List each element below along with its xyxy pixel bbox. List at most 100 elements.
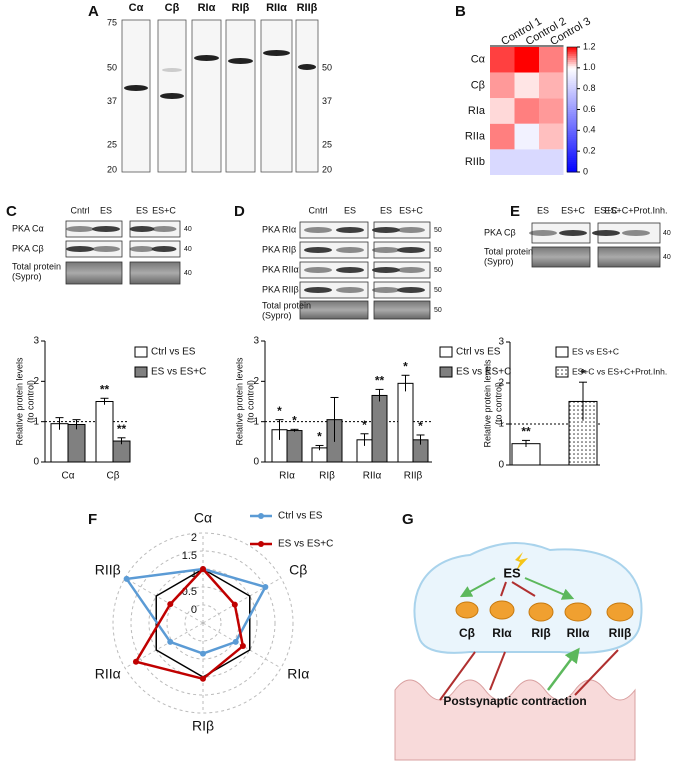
y-tick-label: 2 bbox=[498, 378, 504, 389]
lane-label: ES bbox=[100, 205, 112, 215]
row-label: PKA RIIα bbox=[262, 264, 299, 274]
y-tick-label: 0 bbox=[33, 457, 39, 468]
axis-label: Cα bbox=[194, 510, 212, 526]
spoke bbox=[124, 577, 204, 624]
heat-cell bbox=[539, 72, 564, 99]
blot-lane bbox=[191, 19, 222, 173]
row-label: PKA Cα bbox=[12, 223, 44, 233]
marker-label: 50 bbox=[434, 267, 442, 274]
marker-label: 50 bbox=[434, 307, 442, 314]
colorbar-step bbox=[567, 82, 577, 85]
colorbar-step bbox=[567, 157, 577, 160]
colorbar-step bbox=[567, 97, 577, 100]
lane-label: RIIβ bbox=[297, 2, 318, 14]
arrow bbox=[459, 577, 496, 598]
colorbar-step bbox=[567, 117, 577, 121]
marker-label: 20 bbox=[107, 164, 117, 174]
x-tick-label: RIIα bbox=[363, 471, 382, 482]
colorbar-step bbox=[567, 149, 577, 152]
significance: ** bbox=[375, 374, 385, 388]
x-tick-label: RIβ bbox=[319, 471, 335, 482]
blot-lane bbox=[225, 19, 256, 173]
radar-point bbox=[200, 650, 206, 657]
blot-row bbox=[299, 221, 369, 239]
blot-band bbox=[66, 226, 94, 232]
lane-label: ES bbox=[136, 205, 148, 215]
colorbar-step bbox=[567, 63, 577, 67]
x-tick-label: RIIβ bbox=[404, 471, 423, 482]
protein-label: RIIα bbox=[567, 626, 590, 640]
r-tick-label: 0 bbox=[191, 604, 197, 616]
colorbar-step bbox=[567, 86, 577, 90]
blot-band bbox=[397, 287, 425, 293]
stimulus: ES bbox=[503, 565, 521, 580]
colorbar-step bbox=[567, 57, 577, 60]
blot-band bbox=[559, 230, 587, 236]
heat-cell bbox=[514, 98, 539, 124]
significance: ** bbox=[117, 422, 127, 436]
legend-label: ES vs ES+C bbox=[278, 539, 333, 550]
colorbar-step bbox=[567, 138, 577, 142]
blot-band bbox=[372, 227, 400, 233]
y-tick-label: 1 bbox=[498, 419, 504, 430]
axis-label: RIIα bbox=[95, 666, 121, 682]
blot-row bbox=[299, 281, 369, 299]
marker-label: 40 bbox=[184, 226, 192, 233]
significance: ** bbox=[100, 382, 110, 396]
blot-band bbox=[304, 227, 332, 233]
legend-swatch bbox=[555, 346, 569, 358]
heat-cell bbox=[490, 72, 515, 99]
membrane-label: Postsynaptic contraction bbox=[443, 694, 586, 708]
lane-label: RIIα bbox=[266, 2, 287, 14]
marker-label: 40 bbox=[184, 270, 192, 277]
row-label: (Sypro) bbox=[262, 310, 292, 320]
blot-band bbox=[129, 226, 155, 232]
blot-band bbox=[151, 226, 177, 232]
marker-label: 40 bbox=[663, 254, 671, 261]
colorbar-step bbox=[567, 47, 577, 50]
significance: * bbox=[292, 414, 297, 428]
colorbar-step bbox=[567, 65, 577, 69]
row-label: RIa bbox=[468, 105, 486, 117]
significance: * bbox=[581, 366, 586, 380]
y-axis-label: Relative protein levels bbox=[14, 357, 24, 446]
legend-marker bbox=[258, 541, 264, 547]
blot-band bbox=[372, 247, 400, 253]
colorbar-step bbox=[567, 59, 577, 63]
blot-lane bbox=[260, 19, 293, 173]
blot-band bbox=[228, 58, 253, 64]
legend-label: ES vs ES+C bbox=[572, 346, 619, 356]
legend-swatch bbox=[555, 366, 569, 378]
colorbar-step bbox=[567, 169, 577, 173]
colorbar-step bbox=[567, 94, 577, 98]
row-label: Total protein bbox=[484, 246, 533, 256]
heat-cell bbox=[539, 149, 564, 175]
colorbar-step bbox=[567, 88, 577, 92]
colorbar-label: 0.2 bbox=[583, 146, 596, 156]
marker-label: 50 bbox=[434, 247, 442, 254]
colorbar-step bbox=[567, 142, 577, 146]
marker-label: 75 bbox=[107, 17, 117, 27]
colorbar-step bbox=[567, 53, 577, 56]
axis-label: RIα bbox=[287, 666, 309, 682]
blot-band bbox=[162, 68, 182, 72]
blot-band bbox=[160, 93, 184, 99]
marker-label: 25 bbox=[107, 140, 117, 150]
lane-label: ES+C bbox=[152, 205, 176, 215]
marker-label: 37 bbox=[107, 96, 117, 106]
membrane bbox=[394, 679, 636, 761]
blot-band bbox=[372, 267, 400, 273]
total-protein bbox=[373, 300, 431, 320]
heat-cell bbox=[490, 98, 515, 124]
marker-label: 50 bbox=[434, 287, 442, 294]
marker-label: 40 bbox=[663, 230, 671, 237]
row-label: (Sypro) bbox=[12, 271, 42, 281]
significance: * bbox=[418, 419, 423, 433]
radar-point bbox=[232, 638, 239, 645]
marker-label: 50 bbox=[434, 227, 442, 234]
y-tick-label: 2 bbox=[33, 376, 39, 387]
radar-point bbox=[231, 601, 238, 608]
blot-row bbox=[299, 241, 369, 259]
colorbar-step bbox=[567, 167, 577, 171]
